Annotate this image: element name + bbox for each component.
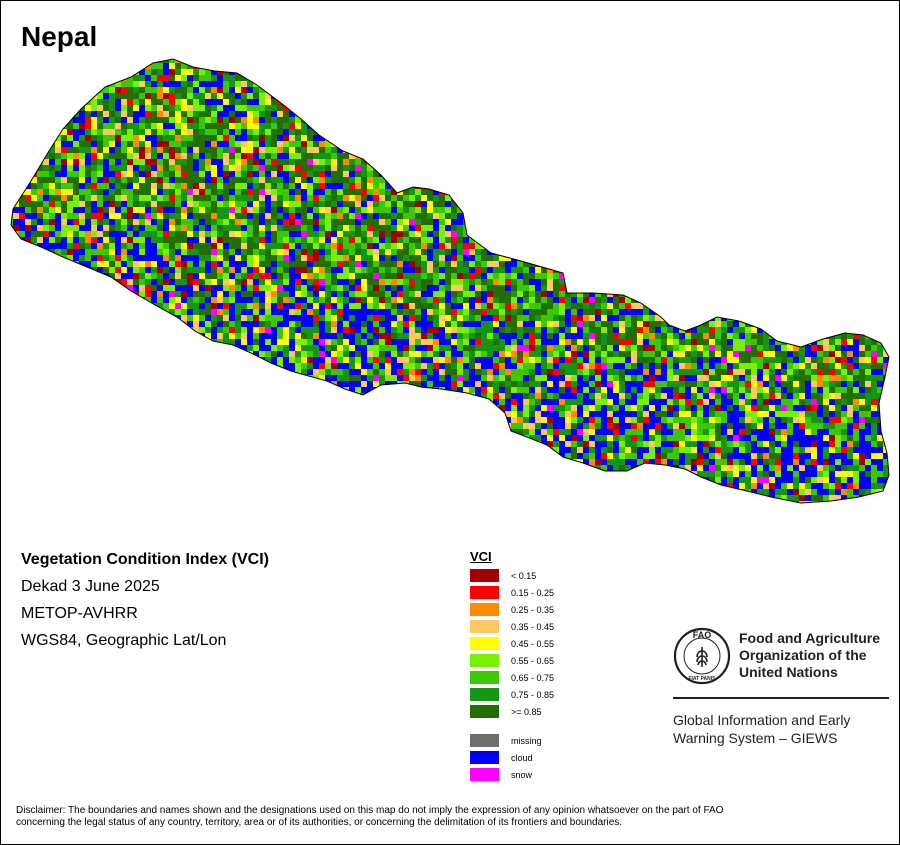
- legend-special-swatch: [470, 734, 499, 747]
- legend-class-label: 0.55 - 0.65: [511, 655, 555, 666]
- fao-logo-text: FAO: [693, 630, 712, 640]
- legend-class-item: 0.25 - 0.35: [470, 601, 554, 618]
- legend-special-swatch: [470, 751, 499, 764]
- period-text: Dekad 3 June 2025: [21, 578, 160, 595]
- legend-special: missing cloud snow: [470, 732, 554, 783]
- legend-class-swatch: [470, 671, 499, 684]
- sensor-text: METOP-AVHRR: [21, 605, 138, 622]
- legend-class-item: >= 0.85: [470, 703, 554, 720]
- fao-logo-icon: FAO FIAT PANIS: [673, 627, 731, 685]
- legend-class-label: 0.15 - 0.25: [511, 587, 555, 598]
- vci-map: [10, 58, 890, 504]
- legend-class-item: < 0.15: [470, 567, 554, 584]
- vci-raster: [11, 59, 889, 503]
- fao-name-line3: United Nations: [739, 664, 838, 680]
- map-title: Nepal: [21, 21, 98, 52]
- disclaimer-line2: concerning the legal status of any count…: [16, 817, 623, 828]
- legend-class-swatch: [470, 603, 499, 616]
- fao-name: Food and Agriculture Organization of the…: [739, 630, 880, 681]
- giews-line2: Warning System – GIEWS: [673, 730, 838, 746]
- legend-class-swatch: [470, 654, 499, 667]
- legend-class-label: 0.65 - 0.75: [511, 672, 555, 683]
- fao-logo-motto: FIAT PANIS: [688, 676, 716, 682]
- legend-class-label: < 0.15: [511, 570, 537, 581]
- legend-special-label: cloud: [511, 752, 533, 763]
- fao-name-line1: Food and Agriculture: [739, 630, 881, 646]
- legend-class-swatch: [470, 586, 499, 599]
- legend-class-item: 0.55 - 0.65: [470, 652, 554, 669]
- legend-class-swatch: [470, 637, 499, 650]
- vci-legend: VCI < 0.15 0.15 - 0.25 0.25 - 0.35 0.35 - 0…: [470, 549, 554, 783]
- legend-special-swatch: [470, 768, 499, 781]
- legend-class-label: 0.45 - 0.55: [511, 638, 555, 649]
- legend-special-item: snow: [470, 766, 554, 783]
- legend-class-item: 0.45 - 0.55: [470, 635, 554, 652]
- giews-line1: Global Information and Early: [673, 712, 851, 728]
- legend-class-item: 0.35 - 0.45: [470, 618, 554, 635]
- legend-classes: < 0.15 0.15 - 0.25 0.25 - 0.35 0.35 - 0.45 0…: [470, 567, 554, 720]
- legend-class-swatch: [470, 569, 499, 582]
- legend-class-label: 0.25 - 0.35: [511, 604, 555, 615]
- legend-class-label: 0.35 - 0.45: [511, 621, 555, 632]
- legend-special-item: cloud: [470, 749, 554, 766]
- legend-class-swatch: [470, 688, 499, 701]
- fao-name-line2: Organization of the: [739, 647, 867, 663]
- legend-class-item: 0.75 - 0.85: [470, 686, 554, 703]
- giews-name: Global Information and Early Warning Sys…: [673, 711, 850, 747]
- map-info: Vegetation Condition Index (VCI) Dekad 3…: [21, 551, 269, 659]
- legend-class-swatch: [470, 620, 499, 633]
- legend-class-item: 0.15 - 0.25: [470, 584, 554, 601]
- disclaimer-line1: Disclaimer: The boundaries and names sho…: [16, 805, 724, 816]
- product-title: Vegetation Condition Index (VCI): [21, 551, 269, 568]
- disclaimer: Disclaimer: The boundaries and names sho…: [16, 805, 886, 829]
- legend-special-item: missing: [470, 732, 554, 749]
- legend-title: VCI: [470, 549, 492, 564]
- legend-class-label: >= 0.85: [511, 706, 542, 717]
- fao-divider: [673, 697, 889, 699]
- projection-text: WGS84, Geographic Lat/Lon: [21, 632, 227, 649]
- legend-class-label: 0.75 - 0.85: [511, 689, 555, 700]
- legend-class-item: 0.65 - 0.75: [470, 669, 554, 686]
- legend-special-label: missing: [511, 735, 542, 746]
- legend-special-label: snow: [511, 769, 533, 780]
- legend-class-swatch: [470, 705, 499, 718]
